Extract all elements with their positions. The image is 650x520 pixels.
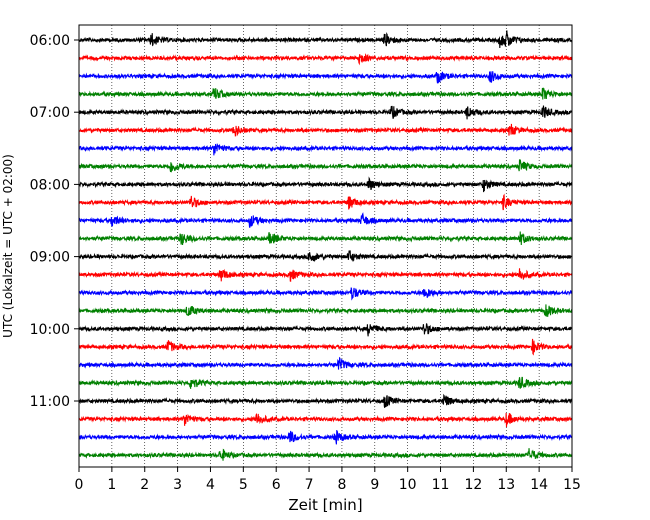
seismogram-traces bbox=[78, 30, 573, 461]
y-tick-label: 07:00 bbox=[30, 105, 70, 121]
x-tick-label: 11 bbox=[432, 477, 450, 493]
y-tick-label: 08:00 bbox=[30, 177, 70, 193]
seismogram-trace bbox=[78, 356, 573, 370]
x-tick-label: 3 bbox=[173, 477, 182, 493]
y-tick-label: 10:00 bbox=[30, 322, 70, 338]
seismogram-trace bbox=[78, 393, 573, 408]
x-tick-label: 8 bbox=[337, 477, 346, 493]
seismogram-trace bbox=[78, 30, 573, 49]
seismogram-trace bbox=[78, 412, 573, 428]
x-tick-label: 10 bbox=[399, 477, 417, 493]
seismogram-trace bbox=[78, 142, 573, 156]
y-tick-label: 06:00 bbox=[30, 33, 70, 49]
x-tick-label: 12 bbox=[464, 477, 482, 493]
seismogram-trace bbox=[78, 268, 573, 282]
seismogram-trace bbox=[78, 338, 573, 356]
seismogram-trace bbox=[78, 212, 573, 228]
seismogram-trace bbox=[78, 376, 573, 389]
x-tick-label: 2 bbox=[140, 477, 149, 493]
x-tick-label: 5 bbox=[239, 477, 248, 493]
seismogram-trace bbox=[78, 304, 573, 317]
x-tick-label: 0 bbox=[75, 477, 84, 493]
x-tick-label: 4 bbox=[206, 477, 215, 493]
seismogram-trace bbox=[78, 159, 573, 173]
seismogram-trace bbox=[78, 430, 573, 445]
x-tick-label: 1 bbox=[107, 477, 116, 493]
y-tick-label: 11:00 bbox=[30, 394, 70, 410]
x-tick-label: 14 bbox=[530, 477, 548, 493]
x-tick-label: 15 bbox=[563, 477, 581, 493]
seismogram-trace bbox=[78, 176, 573, 193]
y-tick-label: 09:00 bbox=[30, 250, 70, 266]
seismogram-trace bbox=[78, 448, 573, 461]
seismogram-trace bbox=[78, 193, 573, 211]
seismogram-trace bbox=[78, 231, 573, 246]
x-axis-label: Zeit [min] bbox=[288, 496, 362, 514]
x-tick-label: 6 bbox=[272, 477, 281, 493]
plot-frame bbox=[78, 24, 573, 468]
seismogram-trace bbox=[78, 53, 573, 66]
seismogram-trace bbox=[78, 87, 573, 100]
seismogram-trace bbox=[78, 123, 573, 137]
seismogram-trace bbox=[78, 105, 573, 120]
x-tick-label: 7 bbox=[305, 477, 314, 493]
x-tick-label: 13 bbox=[497, 477, 515, 493]
seismogram-trace bbox=[78, 323, 573, 337]
y-axis-label: UTC (Lokalzeit = UTC + 02:00) bbox=[1, 154, 15, 338]
y-axis-ticks: 06:00 07:00 08:00 09:00 10:00 11:00 bbox=[30, 33, 79, 410]
x-tick-label: 9 bbox=[370, 477, 379, 493]
x-axis-ticks: 0 1 2 3 4 5 6 7 8 9 10 11 12 13 14 15 bbox=[75, 467, 581, 493]
seismogram-trace bbox=[78, 71, 573, 84]
seismogram-trace bbox=[78, 287, 573, 301]
seismogram-trace bbox=[78, 250, 573, 263]
